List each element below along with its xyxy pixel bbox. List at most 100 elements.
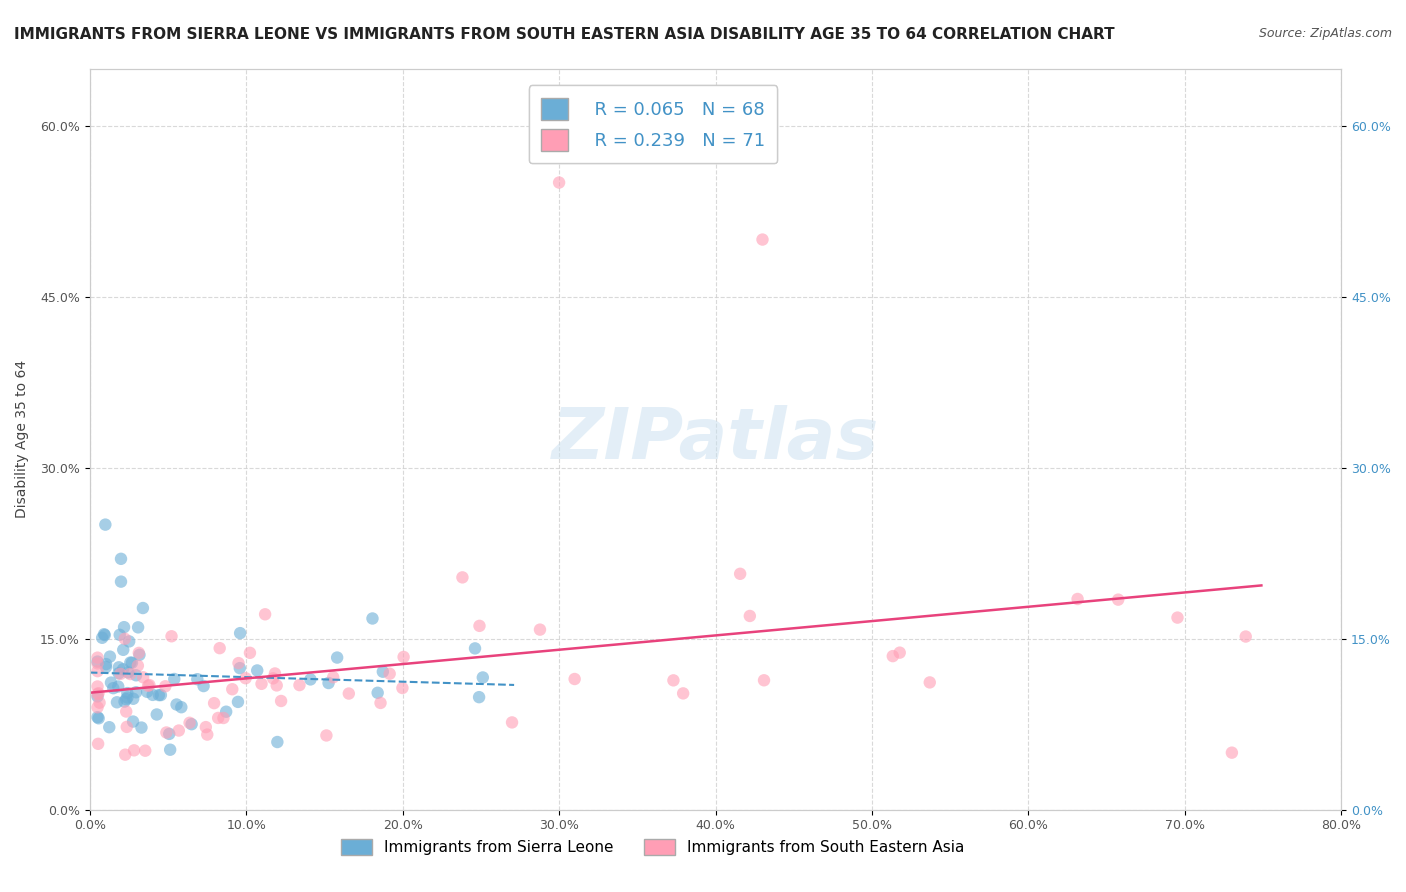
Point: [148, 688, 170, 702]
Point: [1234, 630, 1257, 644]
Point: [326, 650, 349, 665]
Point: [371, 665, 394, 679]
Point: [250, 677, 273, 691]
Point: [86, 687, 108, 701]
Point: [221, 682, 243, 697]
Point: [471, 670, 494, 684]
Point: [87, 711, 110, 725]
Point: [391, 681, 413, 695]
Point: [1066, 592, 1088, 607]
Point: [86, 657, 108, 671]
Point: [752, 673, 775, 688]
Point: [87, 686, 110, 700]
Point: [548, 176, 571, 190]
Point: [315, 729, 337, 743]
Point: [501, 715, 523, 730]
Point: [138, 678, 160, 692]
Point: [128, 648, 150, 662]
Point: [159, 742, 181, 756]
Point: [91, 631, 114, 645]
Point: [114, 747, 136, 762]
Point: [229, 626, 252, 640]
Point: [392, 650, 415, 665]
Point: [114, 632, 136, 646]
Point: [299, 673, 322, 687]
Point: [464, 641, 486, 656]
Point: [128, 646, 150, 660]
Point: [564, 672, 586, 686]
Point: [662, 673, 685, 688]
Point: [134, 744, 156, 758]
Point: [122, 714, 145, 729]
Point: [94, 660, 117, 674]
Point: [122, 743, 145, 757]
Point: [212, 711, 235, 725]
Point: [86, 690, 108, 704]
Point: [121, 656, 143, 670]
Point: [117, 690, 139, 705]
Point: [112, 643, 135, 657]
Point: [131, 721, 153, 735]
Point: [322, 670, 344, 684]
Legend:   R = 0.065   N = 68,   R = 0.239   N = 71: R = 0.065 N = 68, R = 0.239 N = 71: [529, 85, 778, 163]
Point: [112, 662, 135, 676]
Point: [103, 681, 125, 695]
Point: [215, 705, 238, 719]
Point: [170, 700, 193, 714]
Point: [166, 698, 188, 712]
Point: [361, 611, 384, 625]
Point: [125, 668, 148, 682]
Point: [86, 680, 108, 694]
Point: [254, 607, 277, 622]
Point: [728, 566, 751, 581]
Point: [367, 686, 389, 700]
Point: [186, 672, 208, 686]
Point: [87, 737, 110, 751]
Point: [208, 641, 231, 656]
Point: [93, 628, 115, 642]
Point: [93, 627, 115, 641]
Point: [468, 690, 491, 705]
Point: [179, 715, 201, 730]
Point: [228, 656, 250, 670]
Point: [108, 628, 131, 642]
Point: [94, 657, 117, 671]
Point: [195, 728, 218, 742]
Point: [672, 686, 695, 700]
Point: [127, 620, 149, 634]
Point: [193, 679, 215, 693]
Point: [229, 661, 252, 675]
Point: [468, 619, 491, 633]
Point: [115, 720, 138, 734]
Text: IMMIGRANTS FROM SIERRA LEONE VS IMMIGRANTS FROM SOUTH EASTERN ASIA DISABILITY AG: IMMIGRANTS FROM SIERRA LEONE VS IMMIGRAN…: [14, 27, 1115, 42]
Point: [207, 711, 229, 725]
Point: [110, 574, 132, 589]
Point: [145, 707, 167, 722]
Point: [1220, 746, 1243, 760]
Point: [117, 665, 139, 680]
Point: [110, 551, 132, 566]
Text: ZIPatlas: ZIPatlas: [553, 405, 879, 474]
Point: [163, 672, 186, 686]
Point: [155, 679, 177, 693]
Point: [226, 695, 249, 709]
Point: [136, 685, 159, 699]
Point: [120, 667, 142, 681]
Point: [114, 695, 136, 709]
Point: [86, 655, 108, 669]
Point: [115, 692, 138, 706]
Point: [110, 666, 132, 681]
Point: [118, 634, 141, 648]
Point: [1107, 592, 1129, 607]
Point: [194, 720, 217, 734]
Point: [127, 658, 149, 673]
Point: [155, 725, 177, 739]
Point: [86, 700, 108, 714]
Point: [451, 570, 474, 584]
Point: [370, 696, 392, 710]
Point: [262, 671, 284, 685]
Point: [239, 646, 262, 660]
Y-axis label: Disability Age 35 to 64: Disability Age 35 to 64: [15, 360, 30, 518]
Point: [115, 705, 138, 719]
Point: [107, 666, 129, 681]
